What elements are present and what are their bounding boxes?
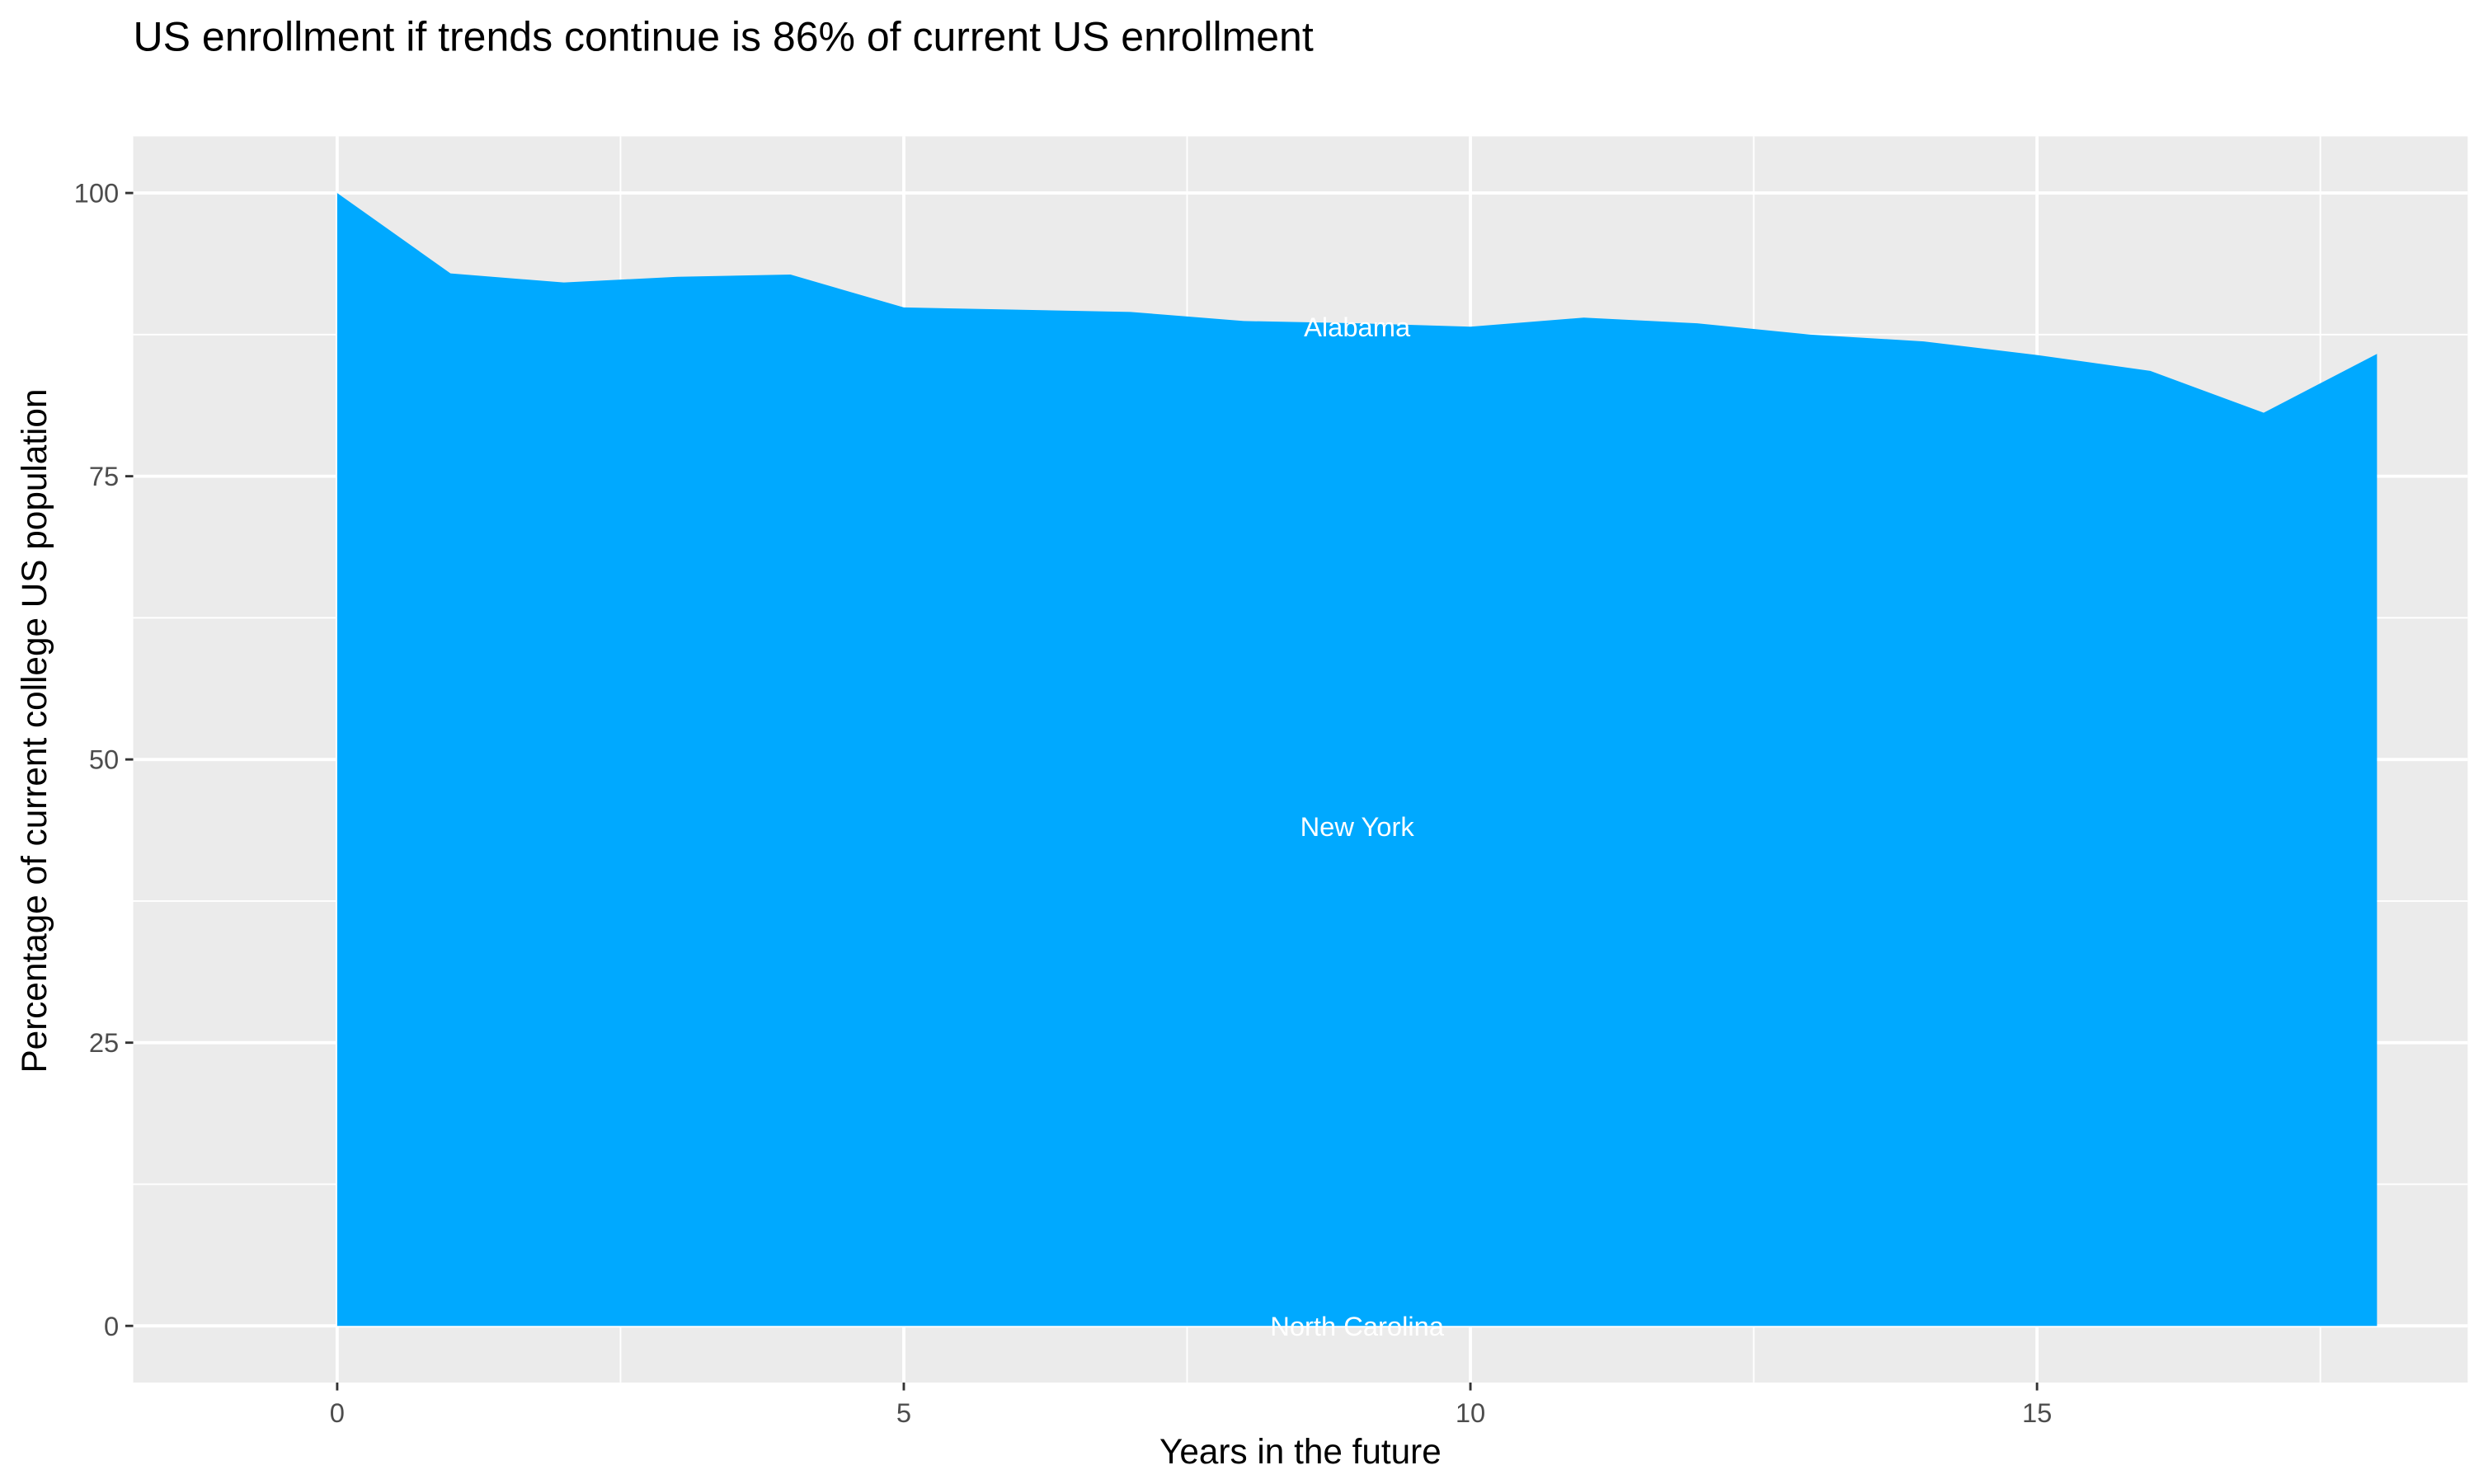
- chart-title: US enrollment if trends continue is 86% …: [134, 14, 1314, 60]
- y-tick-label: 0: [104, 1311, 119, 1341]
- area-label: Alabama: [1304, 312, 1411, 342]
- y-tick-label: 50: [89, 744, 119, 775]
- enrollment-area: [336, 193, 2378, 1327]
- x-tick-label: 0: [330, 1397, 345, 1428]
- area-label: New York: [1300, 811, 1415, 842]
- x-tick-label: 5: [896, 1397, 911, 1428]
- y-tick-label: 25: [89, 1027, 119, 1058]
- x-axis-label: Years in the future: [1159, 1432, 1442, 1471]
- x-tick-label: 15: [2022, 1397, 2052, 1428]
- y-tick-label: 75: [89, 461, 119, 491]
- x-tick-label: 10: [1456, 1397, 1485, 1428]
- area-label: North Carolina: [1270, 1311, 1445, 1341]
- y-tick-label: 100: [74, 178, 120, 209]
- y-axis-label: Percentage of current college US populat…: [15, 389, 54, 1073]
